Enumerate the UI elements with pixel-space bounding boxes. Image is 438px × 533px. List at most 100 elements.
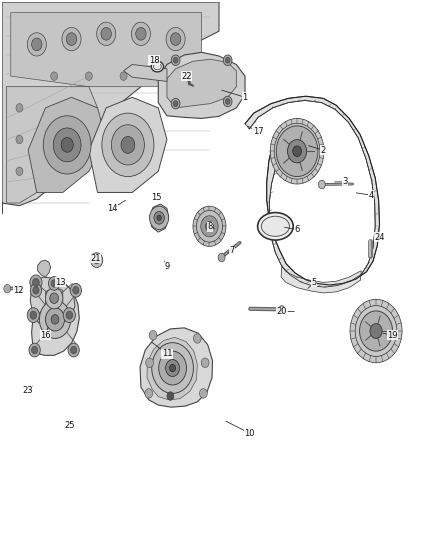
Circle shape xyxy=(274,123,320,179)
Circle shape xyxy=(32,346,38,354)
Circle shape xyxy=(63,308,75,322)
Text: 14: 14 xyxy=(107,204,118,213)
Circle shape xyxy=(16,135,23,144)
Text: 3: 3 xyxy=(342,177,347,187)
Circle shape xyxy=(201,216,218,237)
Polygon shape xyxy=(158,52,245,118)
Circle shape xyxy=(171,98,180,109)
Circle shape xyxy=(193,206,226,246)
Circle shape xyxy=(33,287,39,294)
Text: 10: 10 xyxy=(244,429,254,438)
Circle shape xyxy=(154,212,164,224)
Circle shape xyxy=(205,222,213,231)
Polygon shape xyxy=(2,2,219,214)
Polygon shape xyxy=(124,64,167,82)
Circle shape xyxy=(199,389,207,398)
Text: 13: 13 xyxy=(55,278,66,287)
Text: 15: 15 xyxy=(151,193,161,202)
Circle shape xyxy=(66,33,77,45)
Circle shape xyxy=(43,116,91,174)
Circle shape xyxy=(39,300,71,338)
Circle shape xyxy=(30,275,42,290)
Circle shape xyxy=(166,28,185,51)
Circle shape xyxy=(223,96,232,107)
Circle shape xyxy=(173,58,178,63)
Text: 2: 2 xyxy=(321,146,326,155)
Circle shape xyxy=(27,33,46,56)
Circle shape xyxy=(223,55,232,66)
Polygon shape xyxy=(245,96,379,287)
Circle shape xyxy=(276,126,318,176)
Text: 11: 11 xyxy=(162,349,172,358)
Ellipse shape xyxy=(258,213,293,240)
Text: 8: 8 xyxy=(208,222,213,231)
Polygon shape xyxy=(30,277,75,327)
Circle shape xyxy=(171,55,180,66)
Circle shape xyxy=(51,72,58,80)
Polygon shape xyxy=(150,204,169,232)
Circle shape xyxy=(157,215,161,221)
Circle shape xyxy=(46,288,63,309)
Text: 7: 7 xyxy=(230,246,235,255)
Circle shape xyxy=(16,167,23,175)
Circle shape xyxy=(91,253,103,268)
Circle shape xyxy=(270,118,324,184)
Circle shape xyxy=(225,99,230,104)
Text: 24: 24 xyxy=(374,233,385,242)
Circle shape xyxy=(194,334,201,343)
Circle shape xyxy=(62,28,81,51)
Polygon shape xyxy=(281,266,361,293)
Circle shape xyxy=(279,305,285,313)
Circle shape xyxy=(32,38,42,51)
Circle shape xyxy=(149,330,157,340)
Circle shape xyxy=(155,72,162,80)
Polygon shape xyxy=(28,98,106,192)
Circle shape xyxy=(190,72,196,80)
Circle shape xyxy=(111,125,145,165)
Polygon shape xyxy=(32,281,79,356)
Text: 6: 6 xyxy=(294,225,300,234)
Circle shape xyxy=(166,360,180,376)
Circle shape xyxy=(68,343,79,357)
Circle shape xyxy=(71,346,77,354)
Circle shape xyxy=(287,140,307,163)
Circle shape xyxy=(370,324,382,338)
Circle shape xyxy=(201,358,209,368)
Polygon shape xyxy=(46,287,63,309)
Circle shape xyxy=(30,284,42,297)
Circle shape xyxy=(94,256,100,264)
Text: 20: 20 xyxy=(277,307,287,316)
Circle shape xyxy=(196,211,223,242)
Circle shape xyxy=(159,351,187,385)
Circle shape xyxy=(121,136,135,154)
Circle shape xyxy=(173,101,178,107)
Text: 21: 21 xyxy=(90,254,101,263)
Circle shape xyxy=(66,311,73,319)
Polygon shape xyxy=(89,98,167,192)
Text: 16: 16 xyxy=(40,331,51,340)
Circle shape xyxy=(350,300,402,363)
Polygon shape xyxy=(147,337,197,400)
Polygon shape xyxy=(140,328,212,407)
Ellipse shape xyxy=(151,61,163,72)
Polygon shape xyxy=(167,59,237,108)
Circle shape xyxy=(46,308,64,331)
Text: 17: 17 xyxy=(253,127,263,136)
Polygon shape xyxy=(7,87,98,203)
Circle shape xyxy=(145,389,152,398)
Text: 23: 23 xyxy=(23,386,33,395)
Circle shape xyxy=(170,33,181,45)
Circle shape xyxy=(53,128,81,162)
Circle shape xyxy=(318,180,325,189)
Text: 22: 22 xyxy=(181,71,192,80)
Circle shape xyxy=(150,206,169,230)
Polygon shape xyxy=(38,260,51,277)
Circle shape xyxy=(85,72,92,80)
Polygon shape xyxy=(11,13,201,87)
Circle shape xyxy=(360,311,392,351)
Circle shape xyxy=(51,280,57,287)
Ellipse shape xyxy=(261,216,290,236)
Circle shape xyxy=(70,284,81,297)
Text: 19: 19 xyxy=(387,331,398,340)
Circle shape xyxy=(225,58,230,63)
